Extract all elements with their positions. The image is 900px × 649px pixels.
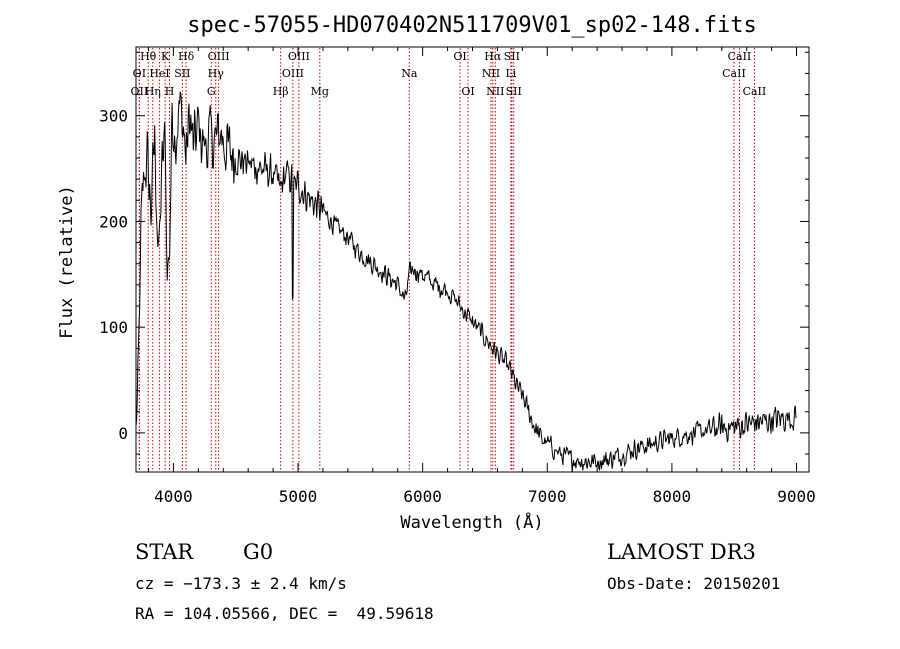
line-label: SII bbox=[174, 67, 190, 80]
line-label: CaII bbox=[728, 50, 752, 63]
line-label: Mg bbox=[311, 85, 329, 98]
line-label: SII bbox=[504, 50, 520, 63]
line-label: G bbox=[207, 85, 216, 98]
object-class: STAR bbox=[135, 540, 194, 564]
plot-frame bbox=[135, 46, 810, 473]
line-label: SII bbox=[506, 85, 522, 98]
line-label: K bbox=[161, 50, 170, 63]
line-label: H bbox=[165, 85, 175, 98]
coordinates: RA = 104.05566, DEC = 49.59618 bbox=[135, 604, 434, 623]
x-tick-label: 7000 bbox=[528, 487, 567, 506]
line-label: NII bbox=[486, 85, 504, 98]
spectrum-line bbox=[135, 91, 797, 472]
y-tick-label: 200 bbox=[99, 212, 128, 231]
line-label: CaII bbox=[743, 85, 767, 98]
object-subclass: G0 bbox=[243, 540, 274, 564]
x-tick-label: 5000 bbox=[279, 487, 318, 506]
line-label: OII bbox=[131, 85, 149, 98]
y-tick-label: 0 bbox=[118, 424, 128, 443]
line-label: NII bbox=[482, 67, 500, 80]
line-label: Na bbox=[401, 67, 418, 80]
line-label: Li bbox=[505, 67, 516, 80]
line-label: OIII bbox=[208, 50, 230, 63]
line-label: HeI bbox=[149, 67, 169, 80]
line-label: OI bbox=[133, 67, 146, 80]
y-tick-label: 100 bbox=[99, 318, 128, 337]
line-label: OIII bbox=[288, 50, 310, 63]
survey-name: LAMOST DR3 bbox=[607, 540, 756, 564]
y-axis-label: Flux (relative) bbox=[57, 185, 77, 339]
line-label: Hη bbox=[145, 85, 161, 98]
x-tick-label: 8000 bbox=[653, 487, 692, 506]
line-label: Hγ bbox=[208, 67, 225, 80]
line-label: Hα bbox=[484, 50, 502, 63]
line-label: OI bbox=[453, 50, 466, 63]
line-label: Hβ bbox=[273, 85, 289, 98]
line-label: OI bbox=[461, 85, 474, 98]
line-label: CaII bbox=[722, 67, 746, 80]
line-label: OIII bbox=[282, 67, 304, 80]
line-label: Hθ bbox=[140, 50, 157, 63]
y-tick-label: 300 bbox=[99, 107, 128, 126]
redshift-value: cz = −173.3 ± 2.4 km/s bbox=[135, 574, 347, 593]
x-tick-label: 4000 bbox=[154, 487, 193, 506]
chart-title: spec-57055-HD070402N511709V01_sp02-148.f… bbox=[187, 13, 757, 38]
x-axis-label: Wavelength (Å) bbox=[400, 511, 543, 533]
x-tick-label: 9000 bbox=[777, 487, 816, 506]
x-tick-label: 6000 bbox=[403, 487, 442, 506]
line-label: Hδ bbox=[178, 50, 195, 63]
observation-date: Obs-Date: 20150201 bbox=[607, 574, 781, 593]
